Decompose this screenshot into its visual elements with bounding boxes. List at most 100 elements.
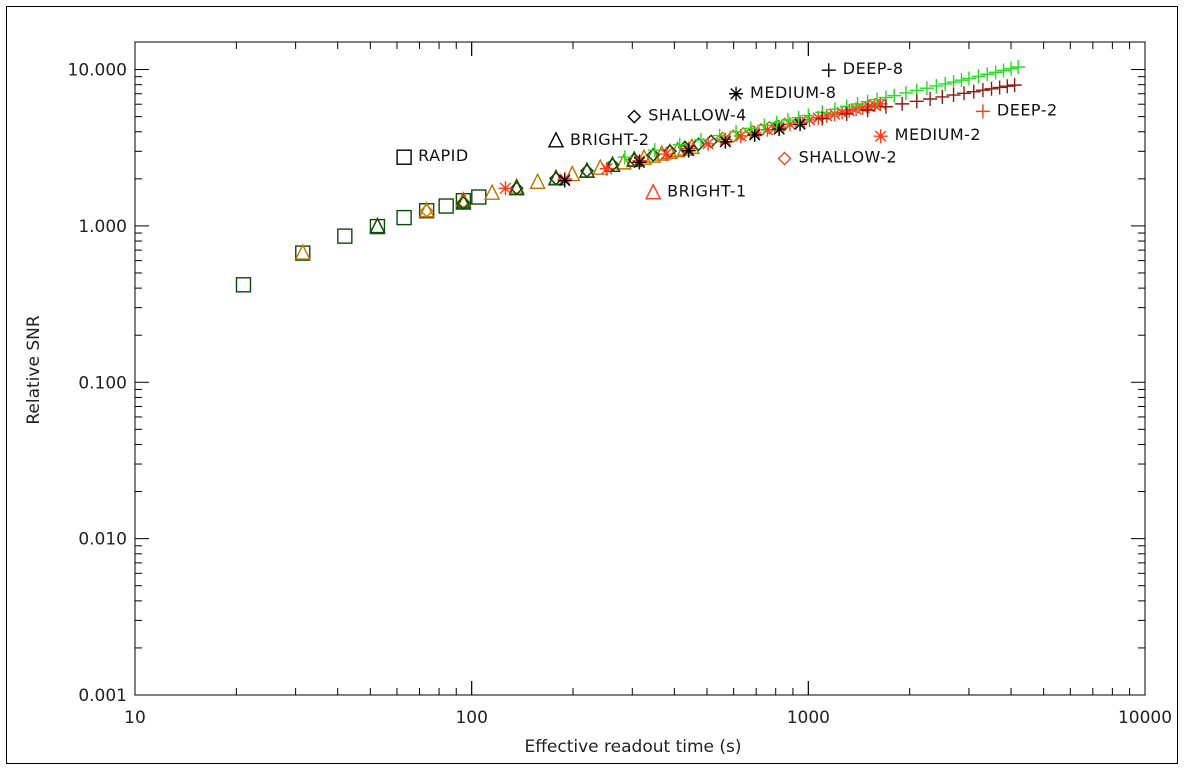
- data-point: [782, 117, 797, 132]
- data-point: [791, 110, 806, 125]
- data-point: [659, 147, 674, 162]
- data-point: [801, 108, 816, 123]
- data-point: [802, 112, 817, 127]
- data-point: [855, 100, 870, 115]
- data-point: [509, 181, 524, 196]
- data-point: [369, 217, 386, 234]
- annotation-label: SHALLOW-2: [799, 147, 898, 166]
- data-point: [743, 121, 758, 136]
- annotation-label: DEEP-8: [843, 59, 904, 78]
- data-point: [632, 155, 647, 170]
- data-point: [369, 218, 386, 235]
- annotation-label: MEDIUM-8: [750, 83, 836, 102]
- data-point: [615, 153, 632, 170]
- data-point: [1011, 60, 1026, 75]
- data-point: [1000, 79, 1015, 94]
- data-point: [961, 71, 976, 86]
- y-tick-label: 0.100: [78, 373, 127, 393]
- data-point: [438, 198, 454, 214]
- annotation-label: SHALLOW-4: [648, 106, 747, 125]
- data-point: [418, 203, 435, 219]
- x-tick-label: 10: [124, 708, 146, 728]
- data-point: [733, 128, 748, 143]
- x-axis-title: Effective readout time (s): [524, 737, 741, 757]
- data-point: [935, 89, 950, 104]
- data-point: [954, 73, 969, 88]
- data-point: [867, 98, 882, 113]
- data-point: [861, 99, 876, 114]
- data-point: [396, 209, 412, 226]
- data-point: [971, 69, 986, 84]
- data-point: [729, 124, 744, 139]
- y-tick-label: 0.001: [78, 686, 127, 706]
- data-point: [757, 118, 772, 133]
- data-point: [681, 143, 696, 158]
- series-6: [557, 117, 808, 188]
- y-tick-label: 10.000: [68, 61, 127, 81]
- data-point: [923, 91, 938, 106]
- data-point: [975, 83, 990, 98]
- data-point: [605, 157, 620, 172]
- data-point: [235, 277, 252, 293]
- data-point: [929, 78, 944, 93]
- data-point: [996, 63, 1011, 78]
- data-point: [850, 96, 865, 111]
- data-point: [295, 245, 311, 261]
- annotation-marker: [729, 86, 744, 101]
- annotation-label: BRIGHT-2: [570, 130, 650, 149]
- data-point: [1007, 78, 1022, 93]
- annotation-label: DEEP-2: [997, 100, 1058, 119]
- x-axis: 10 100 1000 10000: [124, 42, 1172, 728]
- data-point: [718, 134, 733, 149]
- data-point: [793, 117, 808, 132]
- data-point: [369, 217, 386, 234]
- data-point: [898, 85, 913, 100]
- data-point: [294, 243, 311, 260]
- y-axis-title: Relative SNR: [24, 315, 44, 424]
- data-point: [988, 65, 1003, 80]
- data-point: [878, 99, 893, 114]
- data-point: [769, 115, 784, 130]
- data-point: [946, 75, 961, 90]
- y-axis: 0.001 0.010 0.100 1.000 10.000: [68, 61, 1145, 706]
- data-layer: [235, 60, 1026, 293]
- data-point: [747, 127, 762, 142]
- annotation-marker: [873, 129, 888, 144]
- annotation-marker: [547, 131, 565, 148]
- data-point: [815, 111, 830, 126]
- annotation-marker: [975, 104, 990, 119]
- x-tick-label: 100: [455, 708, 487, 728]
- data-point: [647, 143, 662, 158]
- data-point: [691, 137, 706, 152]
- annotation-label: RAPID: [418, 146, 469, 165]
- data-point: [887, 88, 902, 103]
- plot-area-border: [134, 41, 1146, 696]
- data-point: [760, 122, 775, 137]
- data-point: [419, 203, 434, 218]
- data-point: [870, 92, 885, 107]
- data-point: [957, 86, 972, 101]
- data-point: [337, 228, 353, 244]
- annotation-marker: [396, 149, 412, 165]
- series-0: [235, 189, 487, 293]
- data-point: [483, 183, 501, 200]
- data-point: [694, 132, 709, 147]
- data-point: [835, 105, 850, 120]
- data-point: [827, 102, 842, 117]
- data-point: [895, 96, 910, 111]
- annotation-label: MEDIUM-2: [895, 125, 981, 144]
- y-tick-label: 0.010: [78, 530, 127, 550]
- data-point: [842, 103, 857, 118]
- data-point: [984, 81, 999, 96]
- data-point: [646, 148, 661, 163]
- annotation-label: BRIGHT-1: [667, 182, 747, 201]
- data-point: [811, 110, 826, 125]
- annotation-marker: [777, 151, 792, 166]
- data-point: [564, 164, 581, 182]
- data-point: [980, 67, 995, 82]
- data-point: [592, 158, 609, 175]
- data-point: [529, 172, 546, 190]
- data-point: [860, 103, 875, 118]
- data-point: [946, 88, 961, 103]
- data-point: [966, 84, 981, 99]
